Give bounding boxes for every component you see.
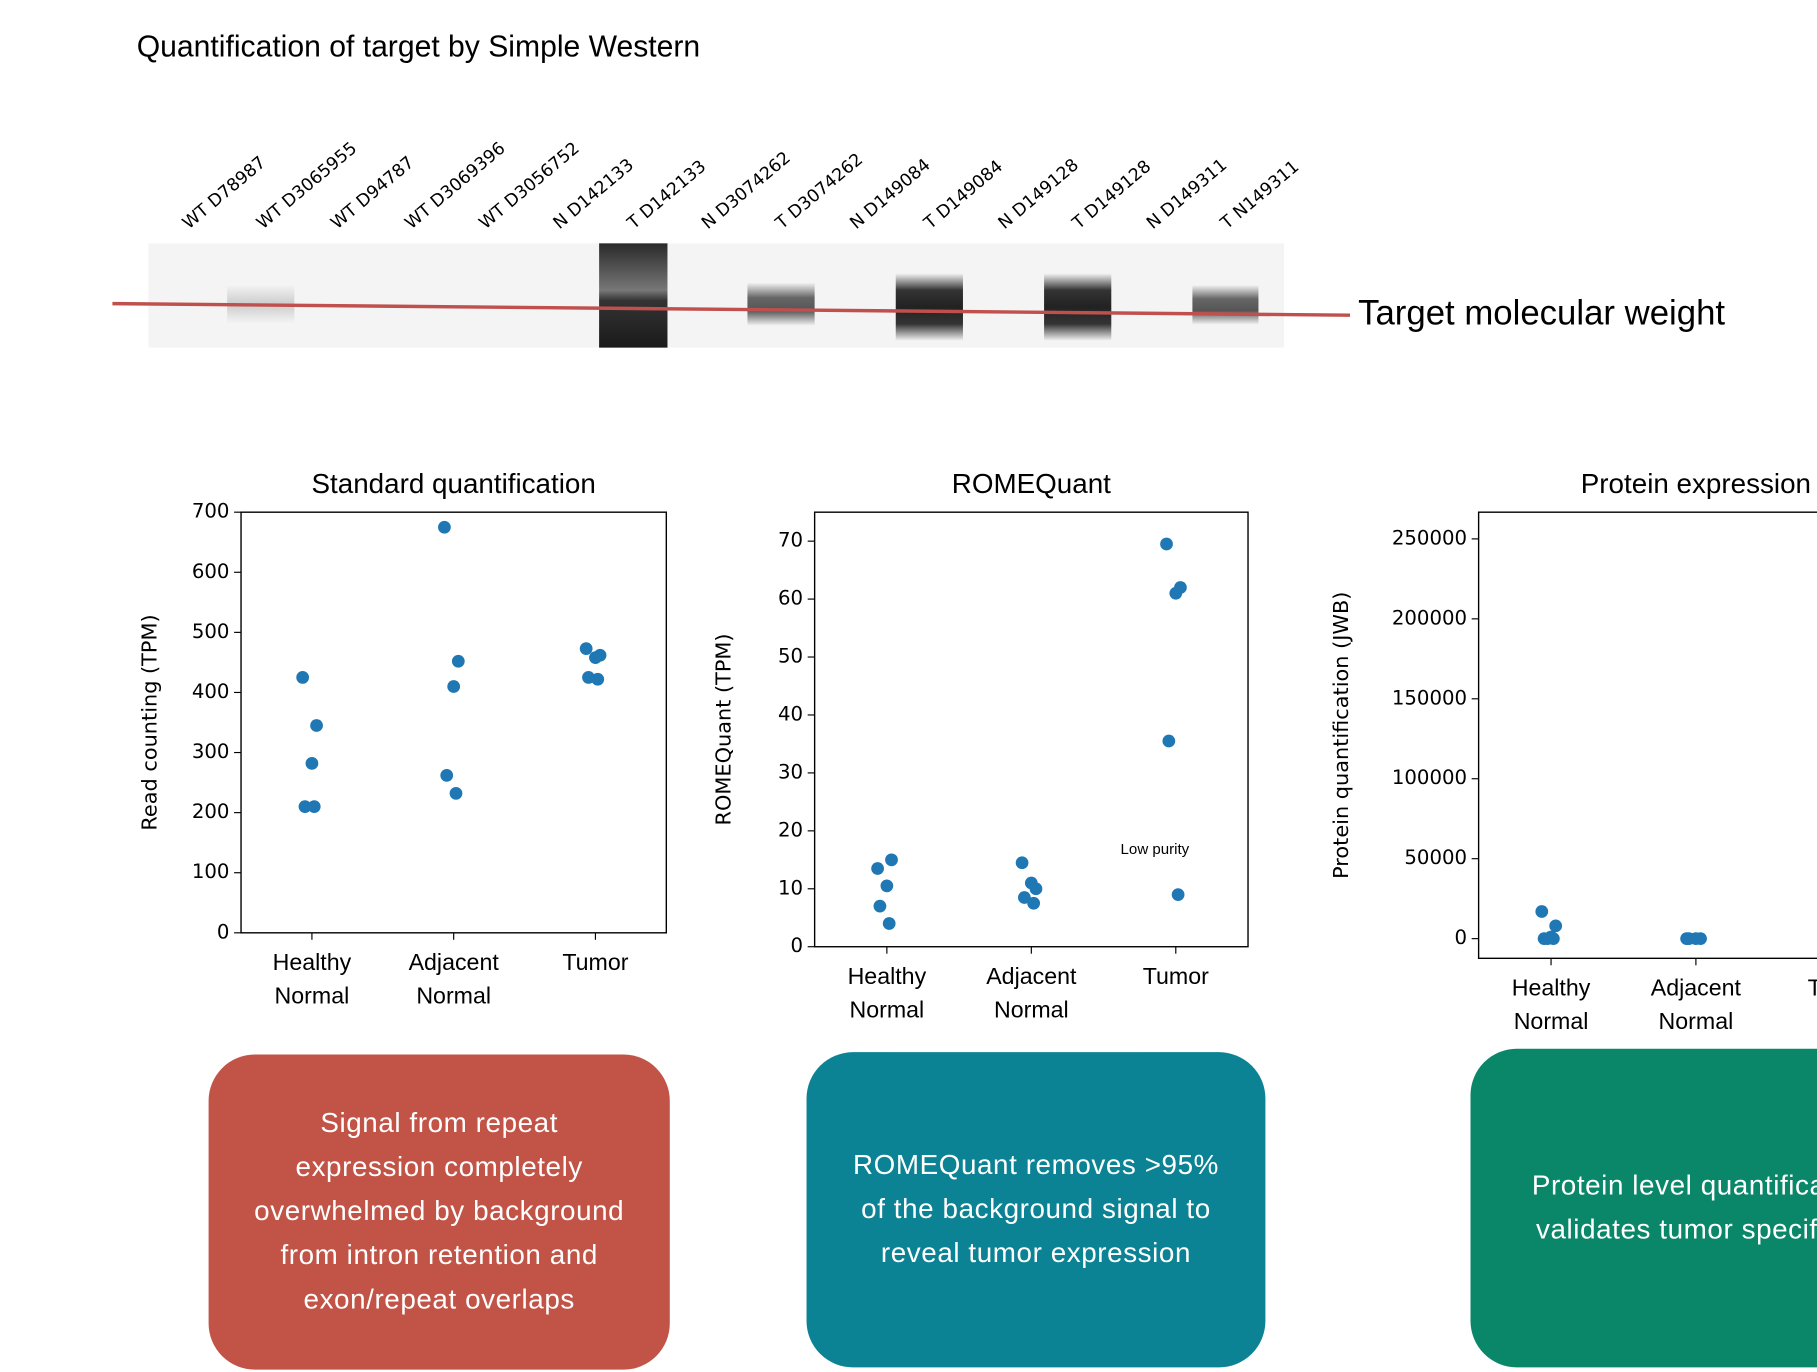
y-tick-label: 20 bbox=[778, 818, 803, 841]
y-axis-label: Read counting (TPM) bbox=[138, 614, 162, 830]
y-tick-label: 600 bbox=[192, 560, 230, 583]
point bbox=[1025, 877, 1038, 890]
blot-background bbox=[148, 243, 1284, 347]
point bbox=[591, 673, 604, 686]
annotation: Low purity bbox=[1121, 837, 1191, 862]
x-tick-label-box: Adjacent Normal bbox=[390, 947, 517, 1017]
slide: Quantification of target by Simple Weste… bbox=[0, 0, 1817, 1372]
y-tick-label: 30 bbox=[778, 760, 803, 783]
x-tick-label-box: Tumor bbox=[1777, 972, 1817, 1042]
y-tick-label: 150000 bbox=[1392, 686, 1467, 709]
x-tick-label-box: Adjacent Normal bbox=[1632, 972, 1759, 1042]
y-tick-label: 0 bbox=[1455, 926, 1468, 949]
y-axis-label: ROMEQuant (TPM) bbox=[711, 633, 735, 825]
x-tick-label: Adjacent Normal bbox=[968, 961, 1095, 1028]
y-tick-label: 50000 bbox=[1404, 846, 1467, 869]
x-tick-label: Healthy Normal bbox=[1487, 972, 1614, 1039]
x-tick-label-box: Tumor bbox=[532, 947, 659, 1017]
point bbox=[310, 719, 323, 732]
y-tick-label: 700 bbox=[192, 500, 230, 523]
slide-title: Quantification of target by Simple Weste… bbox=[137, 31, 700, 64]
point bbox=[1683, 932, 1696, 945]
point bbox=[883, 917, 896, 930]
point bbox=[1549, 919, 1562, 932]
callout-text-box: Protein level quantification validates t… bbox=[1471, 1049, 1817, 1368]
callout-text-box: ROMEQuant removes >95% of the background… bbox=[845, 1052, 1227, 1367]
y-tick-label: 40 bbox=[778, 702, 803, 725]
point bbox=[874, 900, 887, 913]
band bbox=[1044, 273, 1111, 340]
band bbox=[747, 283, 814, 326]
x-tick-label-box: Healthy Normal bbox=[248, 947, 375, 1017]
x-tick-label-box: Tumor bbox=[1112, 961, 1239, 1031]
y-tick-label: 200000 bbox=[1392, 606, 1467, 629]
y-tick-label: 200 bbox=[192, 800, 230, 823]
x-tick-label: Tumor bbox=[532, 947, 659, 981]
callout-text: ROMEQuant removes >95% of the background… bbox=[845, 1052, 1227, 1367]
annotation-box: Low purity bbox=[1121, 837, 1191, 895]
point bbox=[871, 862, 884, 875]
x-tick-label: Healthy Normal bbox=[248, 947, 375, 1014]
point bbox=[589, 651, 602, 664]
y-tick-label: 0 bbox=[217, 920, 230, 943]
y-tick-label: 500 bbox=[192, 620, 230, 643]
x-tick-label-box: Healthy Normal bbox=[823, 961, 950, 1031]
x-tick-label: Adjacent Normal bbox=[390, 947, 517, 1014]
y-tick-label: 50 bbox=[778, 645, 803, 668]
point bbox=[296, 671, 309, 684]
point bbox=[1535, 905, 1548, 918]
chart-title: Protein expression bbox=[1581, 468, 1811, 499]
chart-title: ROMEQuant bbox=[952, 468, 1111, 499]
marker-label: Target molecular weight bbox=[1358, 294, 1725, 332]
x-tick-label-box: Adjacent Normal bbox=[968, 961, 1095, 1031]
point bbox=[440, 769, 453, 782]
y-tick-label: 0 bbox=[791, 934, 804, 957]
point bbox=[438, 521, 451, 534]
band bbox=[1192, 285, 1258, 324]
point bbox=[580, 642, 593, 655]
y-tick-label: 10 bbox=[778, 876, 803, 899]
band bbox=[599, 243, 667, 347]
y-tick-label: 300 bbox=[192, 740, 230, 763]
callout-text-box: Signal from repeat expression completely… bbox=[248, 1054, 630, 1369]
callout-text: Protein level quantification validates t… bbox=[1471, 1049, 1817, 1368]
y-tick-label: 70 bbox=[778, 529, 803, 552]
point bbox=[1541, 932, 1554, 945]
y-tick-label: 400 bbox=[192, 680, 230, 703]
point bbox=[447, 680, 460, 693]
x-tick-label: Tumor bbox=[1777, 972, 1817, 1006]
x-tick-label: Adjacent Normal bbox=[1632, 972, 1759, 1039]
point bbox=[308, 800, 321, 813]
y-tick-label: 100000 bbox=[1392, 766, 1467, 789]
x-tick-label: Tumor bbox=[1112, 961, 1239, 995]
point bbox=[880, 880, 893, 893]
point bbox=[1169, 587, 1182, 600]
x-tick-label: Healthy Normal bbox=[823, 961, 950, 1028]
callout-text: Signal from repeat expression completely… bbox=[248, 1054, 630, 1369]
point bbox=[1162, 735, 1175, 748]
band bbox=[896, 273, 963, 340]
y-tick-label: 60 bbox=[778, 587, 803, 610]
point bbox=[1027, 897, 1040, 910]
point bbox=[1016, 856, 1029, 869]
x-tick-label-box: Healthy Normal bbox=[1487, 972, 1614, 1042]
point bbox=[306, 757, 319, 770]
point bbox=[885, 853, 898, 866]
chart-title: Standard quantification bbox=[311, 468, 595, 499]
y-tick-label: 100 bbox=[192, 860, 230, 883]
point bbox=[452, 655, 465, 668]
point bbox=[1160, 538, 1173, 551]
y-axis-label: Protein quantification (JWB) bbox=[1329, 592, 1353, 879]
point bbox=[450, 787, 463, 800]
y-tick-label: 250000 bbox=[1392, 526, 1467, 549]
